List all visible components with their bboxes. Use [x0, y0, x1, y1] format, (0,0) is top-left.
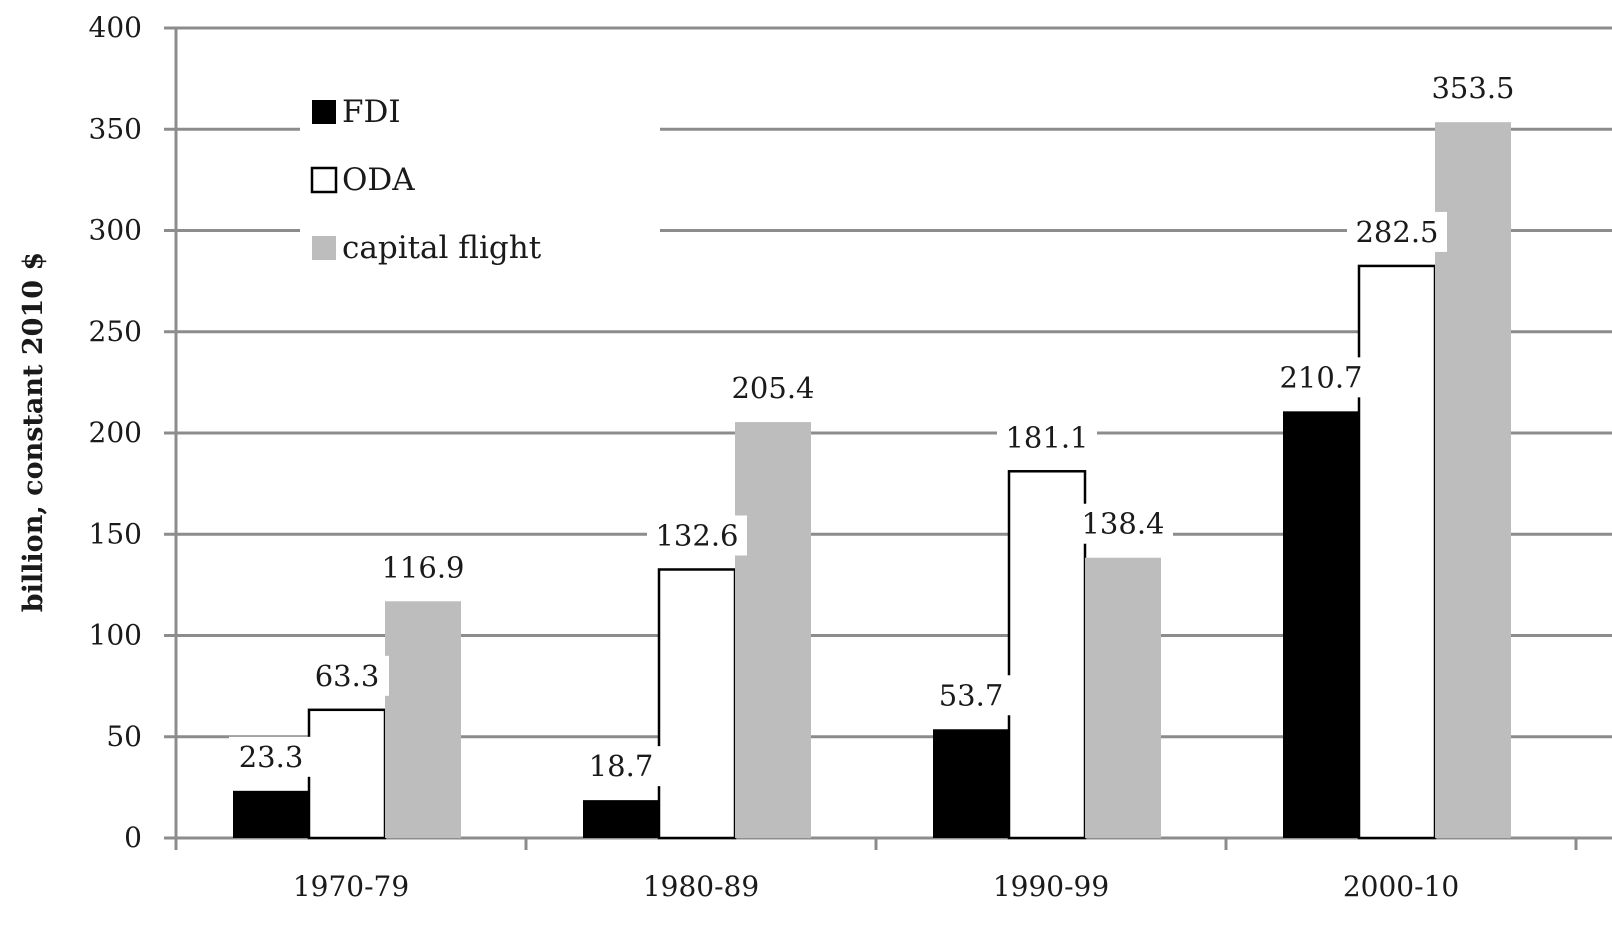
data-label-background	[229, 736, 313, 777]
y-tick-label: 100	[89, 619, 142, 652]
y-tick-label: 200	[89, 416, 142, 449]
y-tick-label: 50	[106, 720, 142, 753]
y-tick-label: 350	[89, 112, 142, 145]
data-label-background	[997, 417, 1097, 458]
bar-capital-flight	[735, 422, 811, 838]
x-tick-label: 2000-10	[1343, 870, 1459, 903]
data-label: 116.9	[381, 550, 464, 584]
bars	[233, 122, 1511, 840]
data-label-background	[1423, 68, 1523, 109]
data-label-background	[647, 515, 747, 556]
data-label: 53.7	[939, 678, 1004, 712]
data-label: 138.4	[1081, 507, 1164, 541]
legend-swatch-oda	[310, 166, 338, 194]
data-label-background	[579, 746, 663, 787]
bar-oda	[657, 568, 737, 840]
legend-label: ODA	[342, 162, 415, 198]
y-tick-label: 250	[89, 315, 142, 348]
y-tick-label: 400	[89, 11, 142, 44]
bar-oda	[307, 708, 387, 840]
bar-oda	[1007, 470, 1087, 840]
data-label-background	[373, 547, 473, 588]
legend: FDI ODA capital flight	[300, 72, 660, 302]
bar-fdi	[1283, 411, 1359, 838]
data-labels: 23.3 63.3 116.9 18.7 132.6 205.4 53.7 181.1 138.…	[229, 68, 1523, 787]
legend-label: FDI	[342, 94, 401, 130]
y-tick-label: 300	[89, 214, 142, 247]
x-tick-label: 1990-99	[993, 870, 1109, 903]
x-tick-label: 1980-89	[643, 870, 759, 903]
bar-capital-flight	[385, 601, 461, 838]
bar-capital-flight	[1435, 122, 1511, 839]
y-axis-ticks: 0 50 100 150 200 250 300 350 400	[89, 11, 176, 854]
data-label: 353.5	[1431, 71, 1514, 105]
bar-fdi	[933, 729, 1009, 838]
bar-capital-flight	[1085, 557, 1161, 838]
y-axis-label: billion, constant 2010 $	[18, 252, 49, 612]
data-label: 210.7	[1279, 360, 1362, 394]
legend-swatch-fdi	[312, 100, 336, 124]
data-label: 205.4	[731, 371, 814, 405]
y-tick-label: 0	[124, 821, 142, 854]
data-label-background	[1347, 211, 1447, 252]
data-label: 282.5	[1355, 215, 1438, 249]
data-label-background	[305, 655, 389, 696]
data-label-background	[929, 675, 1013, 716]
y-tick-label: 150	[89, 517, 142, 550]
bar-fdi	[233, 790, 309, 838]
data-label: 181.1	[1005, 420, 1088, 454]
data-label: 18.7	[589, 749, 654, 783]
bar-fdi	[583, 800, 659, 838]
legend-background	[300, 72, 660, 302]
x-axis-ticks: 1970-79 1980-89 1990-99 2000-10	[174, 838, 1578, 903]
data-label-background	[1271, 357, 1371, 398]
data-label: 63.3	[315, 659, 380, 693]
data-label: 132.6	[655, 518, 738, 552]
legend-label: capital flight	[342, 230, 542, 266]
data-label-background	[1073, 503, 1173, 544]
data-label-background	[723, 368, 823, 409]
x-tick-label: 1970-79	[293, 870, 409, 903]
bar-oda	[1357, 264, 1437, 840]
legend-swatch-capital-flight	[312, 236, 336, 260]
data-label: 23.3	[239, 740, 304, 774]
